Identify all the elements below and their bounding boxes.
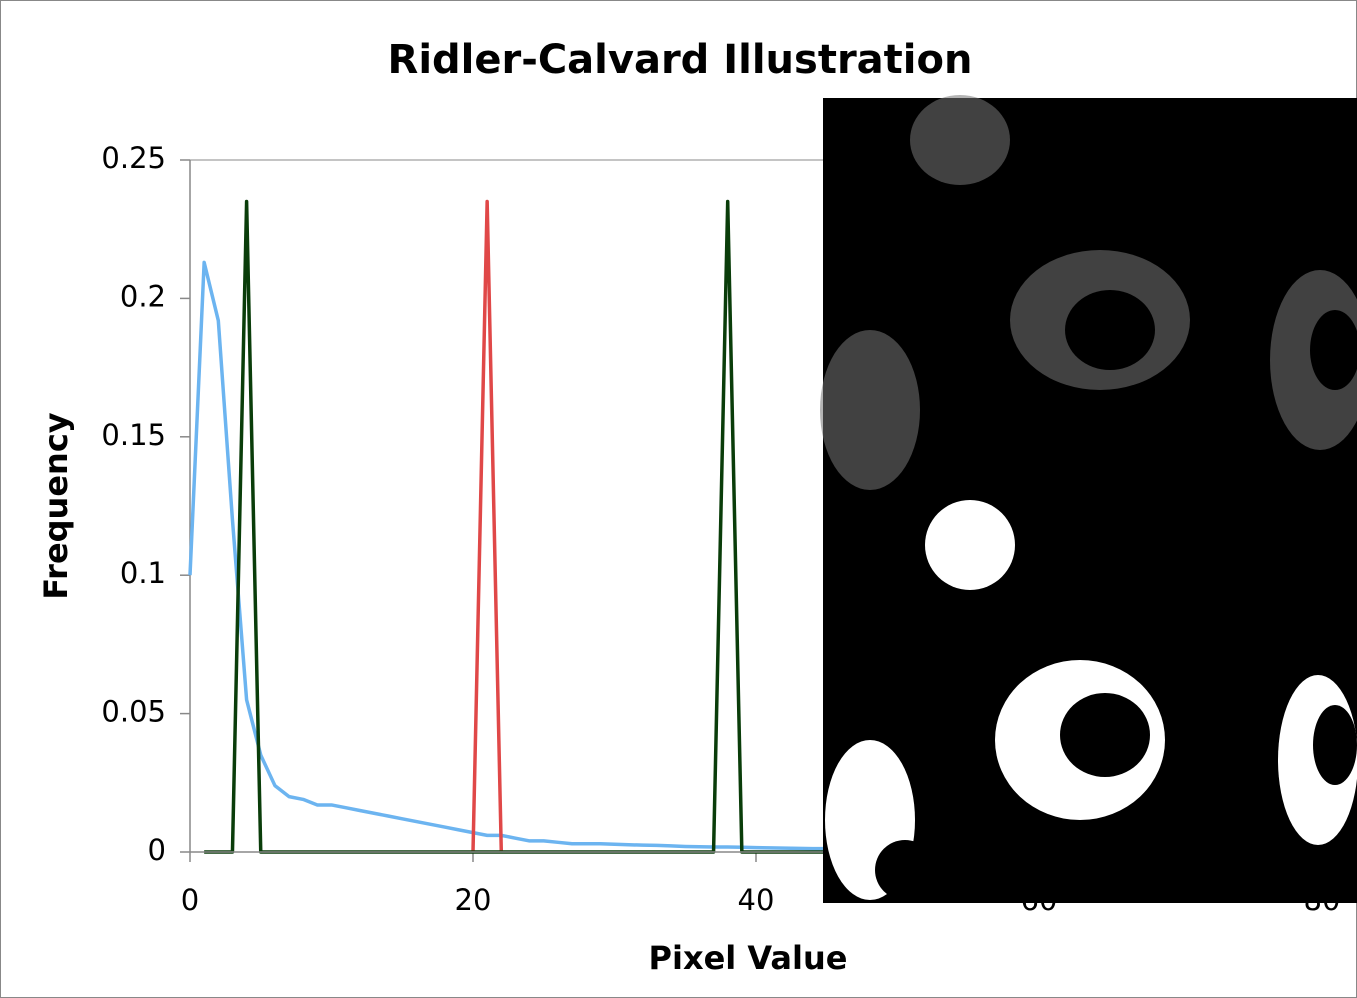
- cell-mask-hole: [875, 693, 1357, 900]
- y-tick-label: 0.25: [101, 141, 166, 175]
- x-tick-label: 40: [738, 883, 775, 917]
- y-axis-label: Frequency: [37, 412, 75, 599]
- series-line: [471, 199, 504, 853]
- chart-title: Ridler-Calvard Illustration: [388, 37, 973, 83]
- cell-nucleus: [1065, 290, 1357, 390]
- x-tick-label: 20: [455, 883, 492, 917]
- y-tick-label: 0.2: [120, 279, 166, 313]
- x-tick-label: 0: [181, 883, 199, 917]
- y-tick-label: 0: [148, 833, 166, 867]
- y-tick-label: 0.1: [120, 556, 166, 590]
- y-tick-label: 0.15: [101, 418, 166, 452]
- y-tick-label: 0.05: [101, 695, 166, 729]
- x-axis-label: Pixel Value: [649, 939, 848, 977]
- micrograph-overlay: [820, 95, 1357, 903]
- series-line: [188, 260, 841, 851]
